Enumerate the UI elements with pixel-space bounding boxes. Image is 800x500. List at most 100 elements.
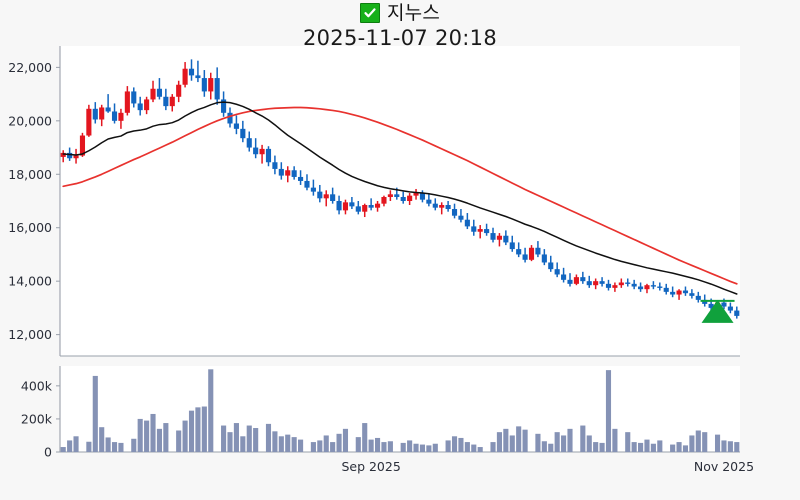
candle-body: [734, 310, 740, 316]
candle-body: [708, 303, 714, 308]
marker-triangle-icon: [701, 299, 734, 323]
volume-bar: [714, 434, 721, 452]
volume-bar: [702, 432, 708, 452]
candle-body: [727, 306, 733, 311]
volume-bar: [490, 442, 496, 452]
candle-body: [387, 194, 393, 197]
volume-axis-tick: 400k: [21, 378, 53, 393]
candle-body: [503, 235, 509, 243]
candle-body: [657, 286, 663, 288]
volume-bar: [317, 440, 323, 452]
volume-bar: [131, 438, 137, 452]
volume-bar: [419, 444, 426, 452]
title-row: 지누스: [0, 1, 800, 25]
candle-body: [278, 168, 284, 176]
volume-bar: [464, 442, 470, 452]
volume-bar: [426, 445, 432, 452]
volume-bar: [362, 423, 368, 452]
candle-body: [561, 274, 567, 280]
candle-body: [451, 209, 458, 216]
candle-body: [458, 215, 464, 220]
candle-body: [86, 108, 92, 136]
volume-bar: [73, 436, 79, 452]
candle-body: [445, 205, 451, 210]
volume-bar: [92, 375, 98, 452]
volume-bar: [670, 444, 676, 452]
volume-bar: [605, 370, 612, 452]
candle-body: [208, 78, 214, 92]
candle-body: [214, 78, 220, 100]
volume-bar: [118, 442, 124, 452]
volume-bar: [535, 433, 541, 452]
candle-body: [535, 247, 541, 255]
volume-bar: [509, 435, 515, 452]
volume-bar: [233, 423, 239, 452]
candle-body: [586, 281, 592, 286]
volume-bar: [400, 442, 406, 452]
buy-signal-marker[interactable]: [700, 299, 735, 323]
x-axis-tick: Nov 2025: [694, 459, 754, 474]
volume-bar: [682, 445, 689, 452]
candle-body: [573, 277, 579, 284]
volume-bar: [612, 428, 618, 452]
candle-body: [413, 192, 419, 196]
volume-bar: [657, 440, 663, 452]
candle-body: [419, 192, 426, 200]
volume-bar: [644, 439, 650, 452]
volume-bar: [163, 423, 169, 452]
volume-bar: [201, 406, 207, 452]
volume-bar: [676, 442, 682, 452]
candle-body: [317, 191, 323, 199]
volume-bar: [695, 430, 701, 452]
candle-body: [253, 147, 259, 155]
candle-body: [721, 302, 727, 307]
price-axis-tick: 12,000: [8, 327, 52, 342]
volume-bar: [496, 432, 502, 452]
volume-bar: [586, 435, 592, 452]
candle-body: [79, 135, 86, 156]
candle-body: [368, 205, 374, 208]
candle-body: [291, 170, 297, 177]
volume-bar: [451, 436, 458, 452]
candle-body: [670, 291, 676, 295]
volume-bar: [477, 447, 483, 452]
candle-body: [676, 290, 682, 295]
price-axis-tick: 18,000: [8, 167, 52, 182]
volume-bar: [631, 442, 637, 452]
candle-body: [323, 194, 329, 199]
price-axis-tick: 14,000: [8, 274, 52, 289]
candle-body: [240, 128, 246, 139]
volume-bar: [246, 425, 252, 452]
candle-body: [618, 282, 624, 286]
candle-body: [516, 249, 522, 255]
volume-bar: [144, 420, 150, 452]
candle-body: [355, 206, 361, 212]
candle-body: [342, 202, 349, 211]
volume-axis-tick: 0: [44, 445, 52, 460]
candle-body: [150, 88, 156, 100]
volume-bar: [727, 441, 733, 452]
candle-body: [304, 180, 310, 188]
candle-body: [362, 205, 368, 212]
candle-body: [612, 285, 618, 288]
volume-bar: [625, 432, 631, 452]
candle-body: [272, 162, 278, 169]
candle-body: [105, 107, 111, 112]
candle-body: [580, 277, 586, 282]
price-axis-tick: 20,000: [8, 113, 52, 128]
volume-bar: [567, 428, 573, 452]
candle-body: [169, 96, 175, 107]
candle-body: [188, 68, 195, 76]
candle-body: [522, 254, 528, 260]
volume-bar: [407, 440, 413, 452]
volume-bar: [272, 431, 278, 452]
volume-bar: [188, 410, 195, 452]
volume-bar: [541, 441, 547, 452]
candle-body: [695, 295, 701, 300]
candle-body: [233, 123, 239, 129]
volume-bar: [471, 444, 477, 452]
volume-bar: [208, 369, 214, 452]
candle-body: [682, 290, 689, 294]
volume-bar: [182, 420, 188, 452]
candle-body: [599, 281, 605, 284]
